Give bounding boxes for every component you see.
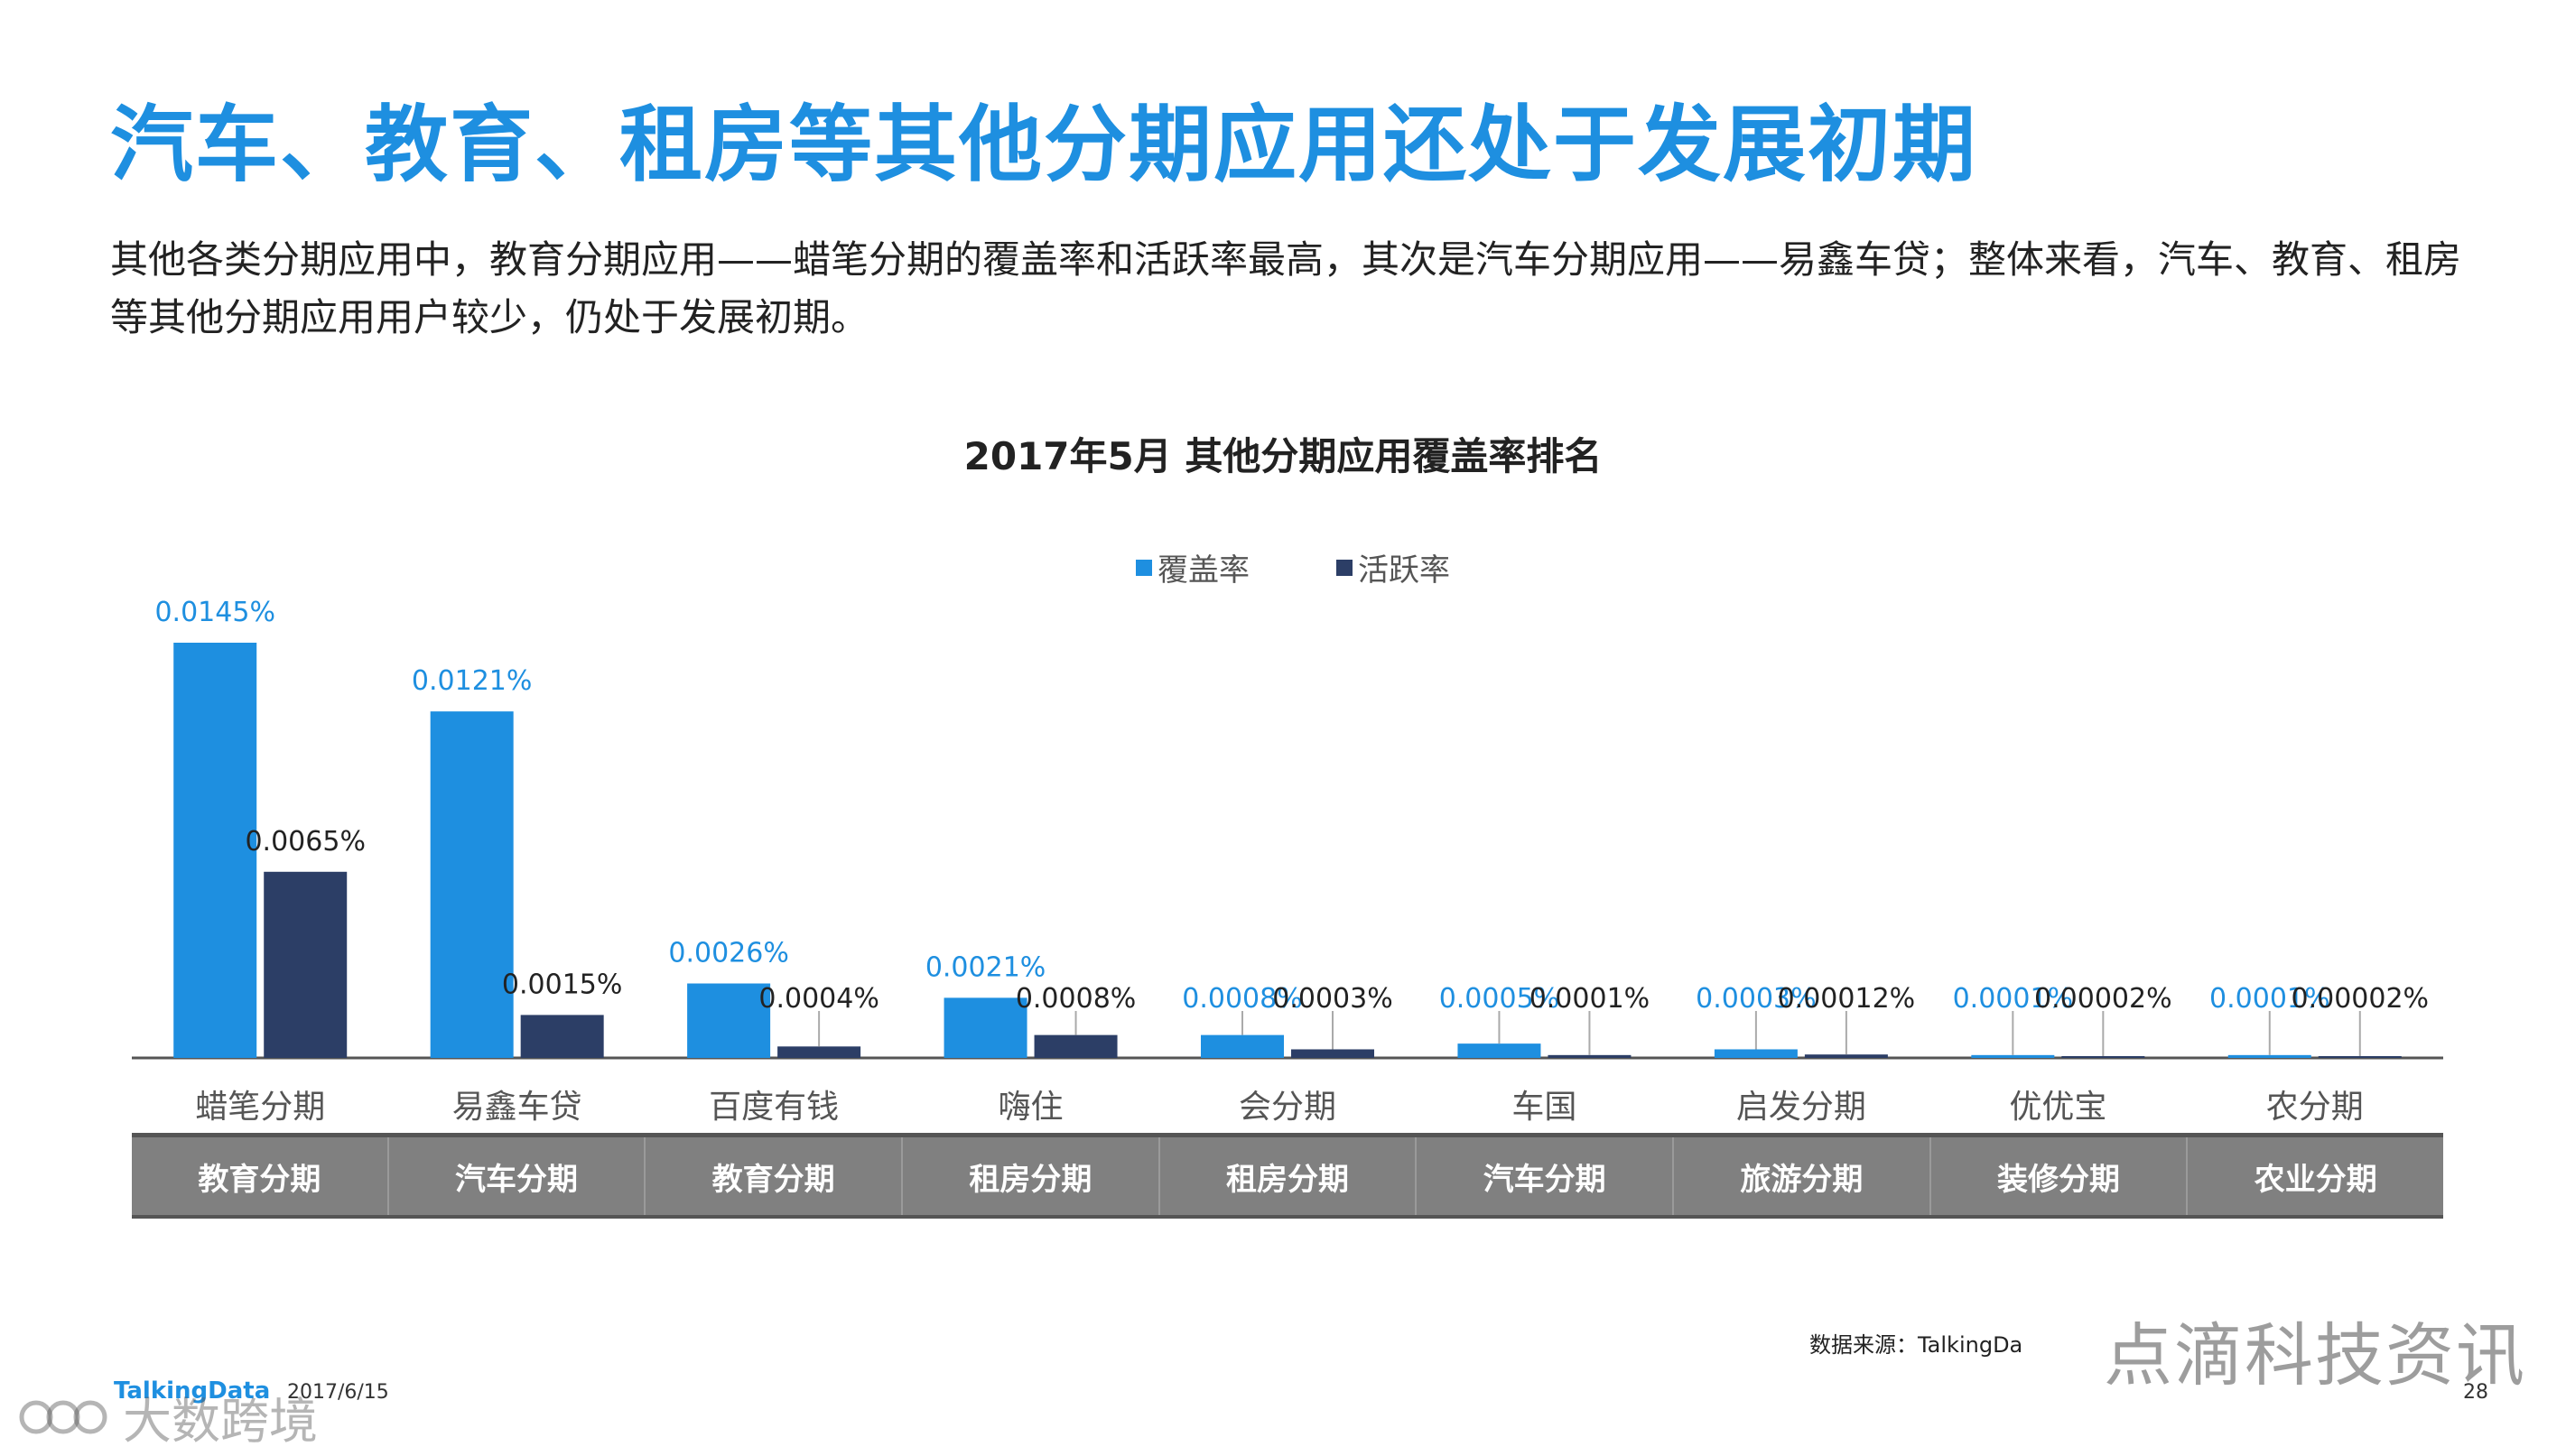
data-label-coverage-1: 0.0121% <box>412 665 532 697</box>
bar-activity-8 <box>2318 1056 2402 1058</box>
data-label-coverage-3: 0.0021% <box>925 951 1046 983</box>
category-group-cell: 农业分期 <box>2254 1161 2377 1198</box>
data-label-activity-4: 0.0003% <box>1272 983 1392 1015</box>
legend-item-activity: 活跃率 <box>1336 545 1450 589</box>
category-group-cell: 租房分期 <box>903 1137 1160 1215</box>
report-date: 2017/6/15 <box>287 1381 389 1404</box>
category-group-cell: 旅游分期 <box>1674 1137 1931 1215</box>
bar-coverage-5 <box>1457 1043 1541 1058</box>
category-group-cell: 装修分期 <box>1931 1137 2189 1215</box>
brand-logo-text: TalkingData <box>114 1377 271 1405</box>
bar-activity-1 <box>520 1015 604 1058</box>
bar-activity-6 <box>1804 1054 1888 1058</box>
bar-coverage-0 <box>173 643 257 1058</box>
watermark-left: 大数跨境 <box>16 1381 318 1452</box>
x-tick-label-7: 优优宝 <box>2009 1089 2106 1126</box>
bar-coverage-4 <box>1201 1034 1284 1058</box>
watermark-text-left: 大数跨境 <box>123 1393 318 1450</box>
data-label-activity-1: 0.0015% <box>502 969 622 1000</box>
bar-activity-3 <box>1034 1034 1118 1058</box>
bar-coverage-6 <box>1714 1049 1798 1058</box>
chart-legend: 覆盖率 活跃率 <box>1136 545 1450 589</box>
bar-coverage-1 <box>430 711 514 1058</box>
x-tick-label-8: 农分期 <box>2266 1089 2364 1126</box>
bar-coverage-2 <box>687 983 771 1058</box>
data-label-activity-3: 0.0008% <box>1016 983 1136 1015</box>
watermark-logo-icon <box>16 1390 116 1444</box>
data-label-activity-2: 0.0004% <box>758 983 879 1015</box>
data-label-coverage-8: 0.0001% <box>2209 983 2329 1015</box>
data-label-coverage-4: 0.0008% <box>1182 983 1302 1015</box>
data-label-activity-7: 0.00002% <box>2034 983 2172 1015</box>
data-label-coverage-2: 0.0026% <box>668 938 788 969</box>
category-group-cell: 教育分期 <box>646 1137 904 1215</box>
x-tick-label-1: 易鑫车贷 <box>452 1089 582 1126</box>
bar-coverage-3 <box>944 997 1027 1058</box>
x-tick-label-6: 启发分期 <box>1736 1089 1866 1126</box>
data-label-coverage-0: 0.0145% <box>154 597 274 628</box>
chart-title: 2017年5月 其他分期应用覆盖率排名 <box>963 434 1603 478</box>
bar-activity-4 <box>1291 1049 1374 1058</box>
data-label-coverage-6: 0.0003% <box>1696 983 1816 1015</box>
data-label-activity-8: 0.00002% <box>2291 983 2429 1015</box>
x-tick-label-4: 会分期 <box>1239 1089 1336 1126</box>
category-group-cell: 教育分期 <box>132 1137 389 1215</box>
bar-activity-2 <box>777 1046 861 1058</box>
category-group-cell: 汽车分期 <box>389 1137 646 1215</box>
data-source-note: 数据来源：TalkingDa <box>1809 1332 2023 1358</box>
legend-swatch-coverage <box>1136 559 1152 576</box>
legend-swatch-activity <box>1336 559 1353 576</box>
page-number: 28 <box>2463 1381 2488 1404</box>
bar-coverage-7 <box>1971 1054 2055 1058</box>
bar-activity-7 <box>2061 1056 2145 1058</box>
bar-activity-0 <box>264 871 348 1058</box>
intro-paragraph: 其他各类分期应用中，教育分期应用——蜡笔分期的覆盖率和活跃率最高，其次是汽车分期… <box>110 237 2462 339</box>
x-tick-label-3: 嗨住 <box>999 1089 1064 1126</box>
category-group-cell: 汽车分期 <box>1417 1137 1675 1215</box>
category-group-cell: 租房分期 <box>1160 1137 1418 1215</box>
data-label-activity-0: 0.0065% <box>245 826 365 858</box>
legend-label-activity: 活跃率 <box>1358 552 1450 589</box>
category-group-row: 教育分期 汽车分期 教育分期 租房分期 租房分期 汽车分期 旅游分期 装修分期 农业分期 <box>132 1134 2443 1219</box>
page-title: 汽车、教育、租房等其他分期应用还处于发展初期 <box>110 97 1978 193</box>
data-label-coverage-7: 0.0001% <box>1953 983 2073 1015</box>
legend-label-coverage: 覆盖率 <box>1157 552 1250 589</box>
data-label-coverage-5: 0.0005% <box>1439 983 1559 1015</box>
x-tick-label-0: 蜡笔分期 <box>195 1089 325 1126</box>
x-tick-label-2: 百度有钱 <box>709 1089 839 1126</box>
bar-coverage-8 <box>2227 1054 2311 1058</box>
data-label-activity-6: 0.00012% <box>1778 983 1916 1015</box>
data-label-activity-5: 0.0001% <box>1529 983 1650 1015</box>
watermark-text-right: 点滴科技资讯 <box>2104 1315 2526 1396</box>
x-tick-label-5: 车国 <box>1511 1089 1576 1126</box>
legend-item-coverage: 覆盖率 <box>1136 545 1250 589</box>
bar-activity-5 <box>1548 1054 1632 1058</box>
